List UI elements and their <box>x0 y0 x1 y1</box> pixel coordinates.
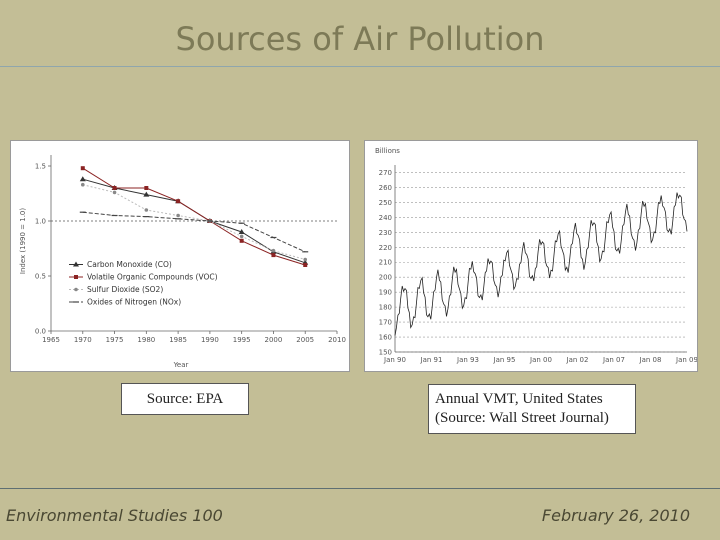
epa-data-point <box>144 186 149 190</box>
vmt-series-line <box>394 192 688 336</box>
epa-legend-label: Carbon Monoxide (CO) <box>87 260 172 269</box>
slide-title: Sources of Air Pollution <box>175 20 545 58</box>
epa-data-point <box>271 253 276 258</box>
epa-legend-label: Oxides of Nitrogen (NOx) <box>87 298 181 307</box>
epa-data-point <box>271 248 276 253</box>
vmt-y-tick-label: 270 <box>379 169 392 177</box>
epa-x-tick-label: 2005 <box>296 336 314 344</box>
epa-data-point <box>176 213 180 218</box>
epa-series-line <box>82 167 306 266</box>
epa-data-point <box>143 191 150 197</box>
vmt-x-tick-label: Jan 95 <box>493 356 516 364</box>
epa-data-point <box>80 182 85 187</box>
epa-x-tick-label: 1970 <box>74 336 92 344</box>
vmt-caption: Annual VMT, United States (Source: Wall … <box>428 384 636 434</box>
epa-x-tick-label: 2010 <box>328 336 346 344</box>
vmt-x-tick-label: Jan 07 <box>602 356 625 364</box>
epa-x-tick-label: 1980 <box>137 336 155 344</box>
vmt-y-tick-label: 190 <box>379 289 392 297</box>
epa-y-tick-label: 0.0 <box>35 328 46 336</box>
epa-y-tick-label: 0.5 <box>35 273 46 281</box>
epa-data-point <box>239 234 244 239</box>
vmt-x-tick-label: Jan 93 <box>456 356 479 364</box>
vmt-x-tick-label: Jan 90 <box>383 356 406 364</box>
epa-data-point <box>80 166 85 171</box>
vmt-y-tick-label: 230 <box>379 229 392 237</box>
vmt-caption-line-1: Annual VMT, United States <box>435 391 603 407</box>
vmt-chart: Billions 150 160 170 180 190 200 210 220 230 240 2… <box>364 140 698 372</box>
footer-divider <box>0 488 720 489</box>
epa-legend-marker <box>74 275 78 279</box>
epa-legend-label: Sulfur Dioxide (SO2) <box>87 285 163 294</box>
vmt-y-tick-label: 160 <box>379 334 392 342</box>
epa-data-point <box>112 190 117 195</box>
vmt-y-tick-label: 260 <box>379 184 392 192</box>
epa-x-tick-label: 1975 <box>106 336 124 344</box>
vmt-y-tick-label: 170 <box>379 319 392 327</box>
epa-x-tick-label: 1985 <box>169 336 187 344</box>
vmt-x-tick-label: Jan 00 <box>529 356 552 364</box>
epa-x-tick-label: 1995 <box>233 336 251 344</box>
footer-date: February 26, 2010 <box>541 506 690 525</box>
vmt-x-tick-label: Jan 91 <box>420 356 443 364</box>
epa-legend-label: Volatile Organic Compounds (VOC) <box>87 273 218 282</box>
epa-x-tick-label: 2000 <box>265 336 283 344</box>
title-divider <box>0 66 720 67</box>
vmt-y-tick-label: 150 <box>379 349 392 357</box>
epa-y-axis-label: Index (1990 = 1.0) <box>19 208 27 274</box>
epa-data-point <box>303 257 308 262</box>
epa-data-point <box>303 263 308 267</box>
vmt-y-tick-label: 180 <box>379 304 392 312</box>
vmt-x-tick-label: Jan 08 <box>639 356 662 364</box>
epa-series-line <box>82 211 306 253</box>
vmt-units-label: Billions <box>375 147 400 155</box>
vmt-y-tick-label: 250 <box>379 199 392 207</box>
footer-course: Environmental Studies 100 <box>6 506 223 525</box>
epa-x-tick-label: 1965 <box>42 336 60 344</box>
emissions-chart: Index (1990 = 1.0) Year 0.0 0.5 1.0 1.5 1965… <box>10 140 350 372</box>
epa-data-point <box>79 176 86 182</box>
epa-data-point <box>239 238 244 243</box>
vmt-caption-line-2: (Source: Wall Street Journal) <box>435 410 609 426</box>
epa-y-tick-label: 1.0 <box>35 218 46 226</box>
epa-data-point <box>144 208 149 212</box>
epa-x-axis-label: Year <box>173 361 189 369</box>
epa-legend-marker <box>73 261 79 267</box>
epa-data-point <box>238 229 245 234</box>
epa-legend-marker <box>74 287 78 292</box>
epa-data-point <box>176 199 181 204</box>
epa-x-tick-label: 1990 <box>201 336 219 344</box>
epa-series-line <box>82 184 306 260</box>
vmt-x-tick-label: Jan 02 <box>566 356 589 364</box>
epa-caption: Source: EPA <box>121 383 249 415</box>
vmt-y-tick-label: 210 <box>379 259 392 267</box>
vmt-y-tick-label: 200 <box>379 274 392 282</box>
epa-data-point <box>112 186 117 190</box>
vmt-x-tick-label: Jan 09 <box>675 356 697 364</box>
vmt-y-tick-label: 220 <box>379 244 392 252</box>
emissions-chart-svg: Index (1990 = 1.0) Year 0.0 0.5 1.0 1.5 1965… <box>19 155 346 369</box>
vmt-chart-svg: Billions 150 160 170 180 190 200 210 220 230 240 2… <box>375 147 697 364</box>
epa-y-tick-label: 1.5 <box>35 163 46 171</box>
vmt-y-tick-label: 240 <box>379 214 392 222</box>
